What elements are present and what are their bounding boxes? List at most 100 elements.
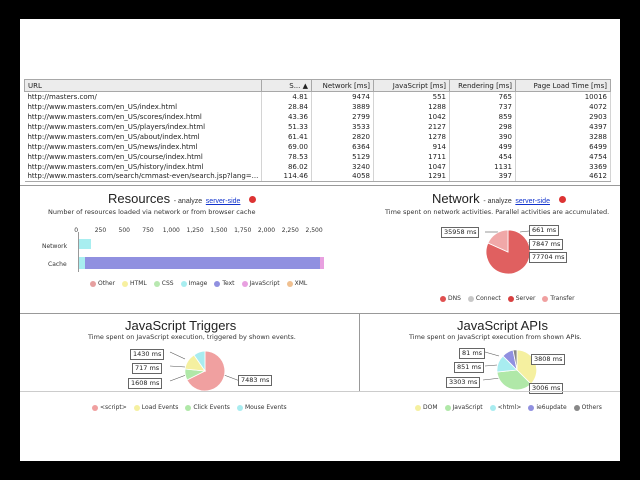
legend-label: XML bbox=[294, 280, 308, 287]
legend-item: Load Events bbox=[133, 404, 179, 411]
js-triggers-callout-3: 7483 ms bbox=[238, 375, 273, 386]
axis-tick: 1,750 bbox=[234, 227, 252, 234]
table-row[interactable]: http://www.masters.com/en_US/about/index… bbox=[24, 131, 611, 142]
legend-label: Connect bbox=[475, 295, 501, 302]
legend-swatch bbox=[286, 280, 293, 287]
cell-rendering: 454 bbox=[449, 151, 516, 162]
legend-item: <script> bbox=[92, 404, 127, 411]
cell-start: 69.00 bbox=[261, 141, 312, 152]
js-triggers-callout-2: 1608 ms bbox=[128, 378, 163, 389]
table-row[interactable]: http://masters.com/4.81 9474 551 765 10016 bbox=[24, 91, 611, 102]
network-pie bbox=[485, 229, 539, 275]
col-javascript[interactable]: JavaScript [ms] bbox=[373, 79, 450, 92]
cell-network: 6364 bbox=[311, 141, 374, 152]
cell-url: http://www.masters.com/search/cmmast-eve… bbox=[24, 171, 262, 182]
refresh-icon[interactable] bbox=[249, 196, 257, 204]
cell-start: 51.33 bbox=[261, 121, 312, 132]
legend-label: DNS bbox=[448, 295, 461, 302]
axis-tick: 0 bbox=[74, 227, 79, 234]
legend-label: Load Events bbox=[141, 404, 179, 411]
cell-page-load-time: 4612 bbox=[515, 171, 611, 182]
js-apis-callout-0: 81 ms bbox=[459, 348, 486, 359]
cell-rendering: 390 bbox=[449, 131, 516, 142]
col-network[interactable]: Network [ms] bbox=[311, 79, 374, 92]
cell-rendering: 397 bbox=[449, 171, 516, 182]
legend-label: JavaScript bbox=[452, 404, 483, 411]
legend-swatch bbox=[444, 404, 451, 411]
legend-item: <html> bbox=[489, 404, 522, 411]
cell-start: 114.46 bbox=[261, 171, 312, 182]
cell-start: 43.36 bbox=[261, 111, 312, 122]
legend-swatch bbox=[133, 404, 140, 411]
legend-swatch bbox=[415, 404, 421, 411]
legend-item: JavaScript bbox=[444, 404, 483, 411]
legend-item: DOM bbox=[415, 404, 438, 411]
table-row[interactable]: http://www.masters.com/en_US/history/ind… bbox=[24, 161, 611, 172]
resources-title: Resources bbox=[108, 191, 171, 206]
cell-page-load-time: 3288 bbox=[515, 131, 611, 142]
legend-item: Transfer bbox=[542, 295, 575, 302]
network-callout-0: 35958 ms bbox=[441, 227, 480, 238]
cell-rendering: 1131 bbox=[449, 161, 516, 172]
slice-transfer bbox=[487, 229, 509, 253]
sort-arrow-icon: ▲ bbox=[302, 81, 308, 90]
y-axis-line bbox=[78, 232, 79, 272]
col-rendering[interactable]: Rendering [ms] bbox=[449, 79, 516, 92]
cell-page-load-time: 3369 bbox=[515, 161, 611, 172]
legend-swatch bbox=[236, 404, 243, 411]
table-row[interactable]: http://www.masters.com/en_US/players/ind… bbox=[24, 121, 611, 132]
js-triggers-callout-0: 1430 ms bbox=[130, 349, 165, 360]
cell-url: http://www.masters.com/en_US/index.html bbox=[24, 101, 262, 112]
cell-page-load-time: 4397 bbox=[515, 121, 611, 132]
js-triggers-subtitle: Time spent on JavaScript execution, trig… bbox=[88, 333, 296, 341]
legend-item: Server bbox=[507, 295, 535, 302]
resources-server-side-link[interactable]: server-side bbox=[205, 198, 241, 205]
cell-network: 3533 bbox=[311, 121, 374, 132]
legend-swatch bbox=[440, 295, 446, 302]
legend-item: Other bbox=[90, 280, 115, 287]
url-table: URL S... ▲ Network [ms] JavaScript [ms] … bbox=[24, 79, 611, 182]
row-label-network: Network bbox=[42, 243, 68, 250]
legend-label: <html> bbox=[497, 404, 522, 411]
col-start[interactable]: S... ▲ bbox=[261, 79, 312, 92]
legend-label: ie6update bbox=[536, 404, 567, 411]
network-legend: DNS Connect Server Transfer bbox=[440, 295, 575, 302]
network-server-side-link[interactable]: server-side bbox=[515, 198, 550, 205]
js-triggers-legend: <script> Load Events Click Events Mouse Eve… bbox=[92, 404, 287, 411]
network-callout-2: 7847 ms bbox=[529, 239, 564, 250]
table-row[interactable]: http://www.masters.com/en_US/scores/inde… bbox=[24, 111, 611, 122]
legend-label: JavaScript bbox=[249, 280, 280, 287]
legend-item: HTML bbox=[122, 280, 147, 287]
axis-tick: 750 bbox=[142, 227, 154, 234]
cell-url: http://www.masters.com/en_US/course/inde… bbox=[24, 151, 262, 162]
slice-mouse-events bbox=[193, 350, 206, 373]
js-apis-subtitle: Time spent on JavaScript execution from … bbox=[409, 333, 582, 341]
legend-swatch bbox=[467, 295, 474, 302]
table-row[interactable]: http://www.masters.com/en_US/news/index.… bbox=[24, 141, 611, 152]
cell-rendering: 499 bbox=[449, 141, 516, 152]
js-triggers-callout-1: 717 ms bbox=[132, 363, 163, 374]
table-row[interactable]: http://www.masters.com/en_US/index.html 2… bbox=[24, 101, 611, 112]
refresh-icon[interactable] bbox=[558, 196, 566, 204]
bar-network-image bbox=[79, 239, 91, 249]
legend-swatch bbox=[528, 404, 535, 411]
bar-cache-javascript bbox=[320, 257, 324, 269]
table-row[interactable]: http://www.masters.com/en_US/course/inde… bbox=[24, 151, 611, 162]
legend-item: Text bbox=[214, 280, 235, 287]
legend-swatch bbox=[185, 404, 192, 411]
cell-start: 4.81 bbox=[261, 91, 312, 102]
cell-network: 2799 bbox=[311, 111, 374, 122]
legend-item: Click Events bbox=[185, 404, 230, 411]
col-page-load-time[interactable]: Page Load Time [ms] bbox=[515, 79, 611, 92]
axis-tick: 1,250 bbox=[186, 227, 204, 234]
network-subtitle: Time spent on network activities. Parall… bbox=[385, 208, 610, 216]
axis-tick: 2,250 bbox=[281, 227, 299, 234]
col-url[interactable]: URL bbox=[24, 79, 262, 92]
legend-label: Image bbox=[188, 280, 208, 287]
table-row[interactable]: http://www.masters.com/search/cmmast-eve… bbox=[24, 171, 611, 182]
divider bbox=[20, 185, 620, 186]
cell-url: http://www.masters.com/en_US/players/ind… bbox=[24, 121, 262, 132]
cell-page-load-time: 6499 bbox=[515, 141, 611, 152]
legend-swatch bbox=[489, 404, 496, 411]
cell-start: 78.53 bbox=[261, 151, 312, 162]
